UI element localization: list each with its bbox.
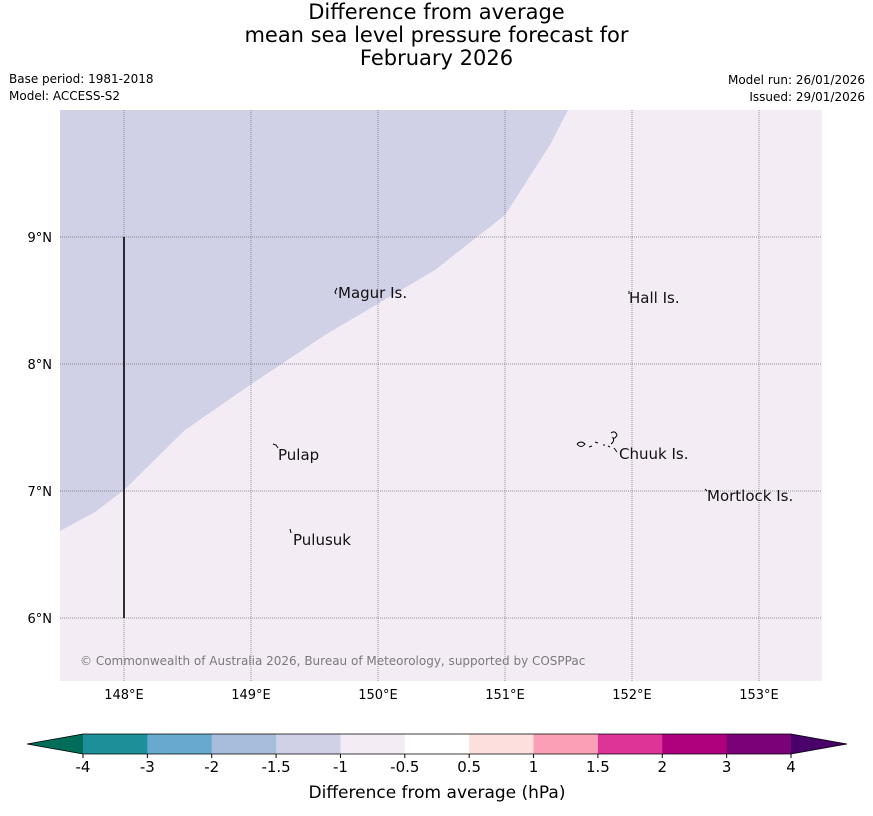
magur-island-shape <box>334 287 338 295</box>
colorbar-tick-label: -1 <box>333 758 348 776</box>
colorbar-extend-high <box>791 734 847 754</box>
pulusuk-island-shape <box>289 528 292 534</box>
title-line-2: mean sea level pressure forecast for <box>244 23 629 47</box>
gridlines <box>60 110 822 681</box>
colorbar: -4 -3 -2 -1.5 -1 -0.5 0.5 1 1.5 2 3 4 <box>26 733 848 776</box>
lat-tick: 6°N <box>28 612 53 627</box>
model-name: Model: ACCESS-S2 <box>9 89 121 103</box>
chuuk-island-shapes <box>576 431 618 453</box>
colorbar-tick-label: -1.5 <box>261 758 290 776</box>
lon-tick: 153°E <box>739 688 779 703</box>
lon-tick: 152°E <box>612 688 652 703</box>
colorbar-cell <box>597 734 663 754</box>
colorbar-cell <box>404 734 470 754</box>
colorbar-tick-label: 1 <box>529 758 539 776</box>
colorbar-tick-label: 4 <box>786 758 796 776</box>
colorbar-extend-low <box>27 734 83 754</box>
island-outlines <box>272 287 708 534</box>
base-period: Base period: 1981-2018 <box>9 72 154 86</box>
place-label: Pulusuk <box>293 531 351 549</box>
colorbar-tick-label: 0.5 <box>457 758 481 776</box>
colorbar-tick-label: 2 <box>657 758 667 776</box>
colorbar-tick-label: -3 <box>140 758 155 776</box>
lon-tick: 149°E <box>231 688 271 703</box>
lat-tick: 8°N <box>28 358 53 373</box>
issued-date: Issued: 29/01/2026 <box>749 90 865 104</box>
place-label: Chuuk Is. <box>619 445 688 463</box>
lat-tick: 7°N <box>28 485 53 500</box>
place-label: Magur Is. <box>338 284 407 302</box>
colorbar-cell <box>211 734 277 754</box>
mortlock-island-shape <box>704 488 708 492</box>
colorbar-cell <box>533 734 599 754</box>
colorbar-tick-label: -0.5 <box>390 758 419 776</box>
colorbar-tick-label: 3 <box>722 758 732 776</box>
colorbar-cell <box>340 734 406 754</box>
colorbar-cell <box>83 734 148 754</box>
place-label: Mortlock Is. <box>707 487 793 505</box>
lat-tick: 9°N <box>28 231 53 246</box>
colorbar-tick-label: 1.5 <box>586 758 610 776</box>
colorbar-tick-label: -2 <box>204 758 219 776</box>
place-label: Hall Is. <box>629 289 680 307</box>
anomaly-region-minus1-5 <box>60 110 568 531</box>
lon-tick: 151°E <box>485 688 525 703</box>
pulap-island-shape <box>272 443 279 449</box>
colorbar-tick-label: -4 <box>76 758 91 776</box>
lon-tick: 148°E <box>104 688 144 703</box>
title-line-1: Difference from average <box>308 0 565 24</box>
colorbar-cell <box>662 734 728 754</box>
colorbar-cell <box>147 734 213 754</box>
colorbar-cell <box>726 734 792 754</box>
copyright-text: © Commonwealth of Australia 2026, Bureau… <box>80 654 585 668</box>
model-run: Model run: 26/01/2026 <box>727 73 865 87</box>
title-line-3: February 2026 <box>359 46 514 70</box>
colorbar-cell <box>276 734 341 754</box>
colorbar-cell <box>469 734 535 754</box>
place-label: Pulap <box>278 446 319 464</box>
colorbar-label: Difference from average (hPa) <box>309 783 566 803</box>
lon-tick: 150°E <box>358 688 398 703</box>
